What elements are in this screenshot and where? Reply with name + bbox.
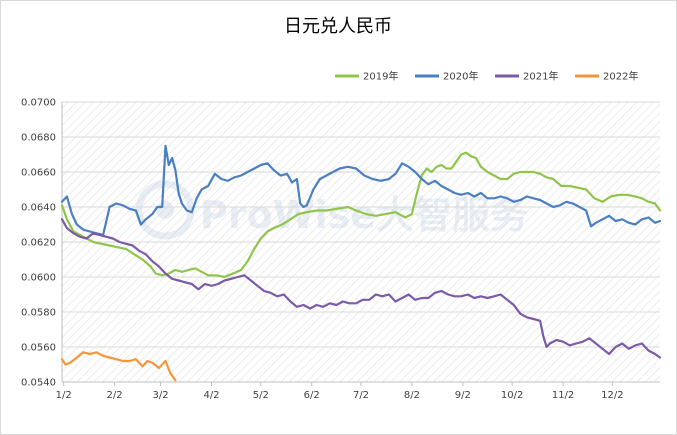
series-line-4 <box>60 351 177 382</box>
y-tick-label: 0.0680 <box>21 133 56 144</box>
legend-label: 2021年 <box>523 70 558 83</box>
x-tick-label: 8/2 <box>404 390 420 401</box>
y-tick-label: 0.0540 <box>21 378 56 389</box>
x-tick-label: 1/2 <box>56 390 72 401</box>
y-tick-label: 0.0700 <box>21 98 56 109</box>
watermark-text: ProWise大智服务 <box>200 193 528 237</box>
x-tick-label: 12/2 <box>601 390 623 401</box>
x-tick-label: 5/2 <box>253 390 269 401</box>
legend-label: 2019年 <box>363 70 398 83</box>
y-axis: 0.0540 0.0560 0.0580 0.0600 0.0620 0.0640 0.06… <box>21 98 63 389</box>
watermark: ProWise大智服务 <box>135 180 528 240</box>
series-layer <box>60 144 662 382</box>
legend-label: 2020年 <box>443 70 478 83</box>
y-tick-label: 0.0660 <box>21 168 56 179</box>
series-line-2 <box>60 144 662 237</box>
x-tick-label: 7/2 <box>353 390 369 401</box>
x-axis: 1/2 2/2 3/2 4/2 5/2 6/2 7/2 8/2 9/2 10/2 11/2 12/2 <box>56 381 660 401</box>
x-tick-label: 4/2 <box>203 390 219 401</box>
x-tick-label: 2/2 <box>107 390 123 401</box>
x-tick-label: 6/2 <box>304 390 320 401</box>
series-line-1 <box>60 151 662 279</box>
legend: 2019年 2020年 2021年 2022年 <box>335 70 638 83</box>
chart-title: 日元兑人民币 <box>284 16 392 37</box>
series-line-3 <box>60 218 662 359</box>
x-tick-label: 9/2 <box>455 390 471 401</box>
legend-label: 2022年 <box>603 70 638 83</box>
y-tick-label: 0.0560 <box>21 343 56 354</box>
watermark-logo-dot <box>156 201 174 219</box>
x-tick-label: 3/2 <box>153 390 169 401</box>
x-tick-label: 10/2 <box>501 390 523 401</box>
watermark-logo-ring <box>135 180 195 240</box>
y-tick-label: 0.0640 <box>21 203 56 214</box>
y-tick-label: 0.0620 <box>21 238 56 249</box>
x-tick-label: 11/2 <box>552 390 574 401</box>
y-tick-label: 0.0600 <box>21 273 56 284</box>
y-tick-label: 0.0580 <box>21 308 56 319</box>
